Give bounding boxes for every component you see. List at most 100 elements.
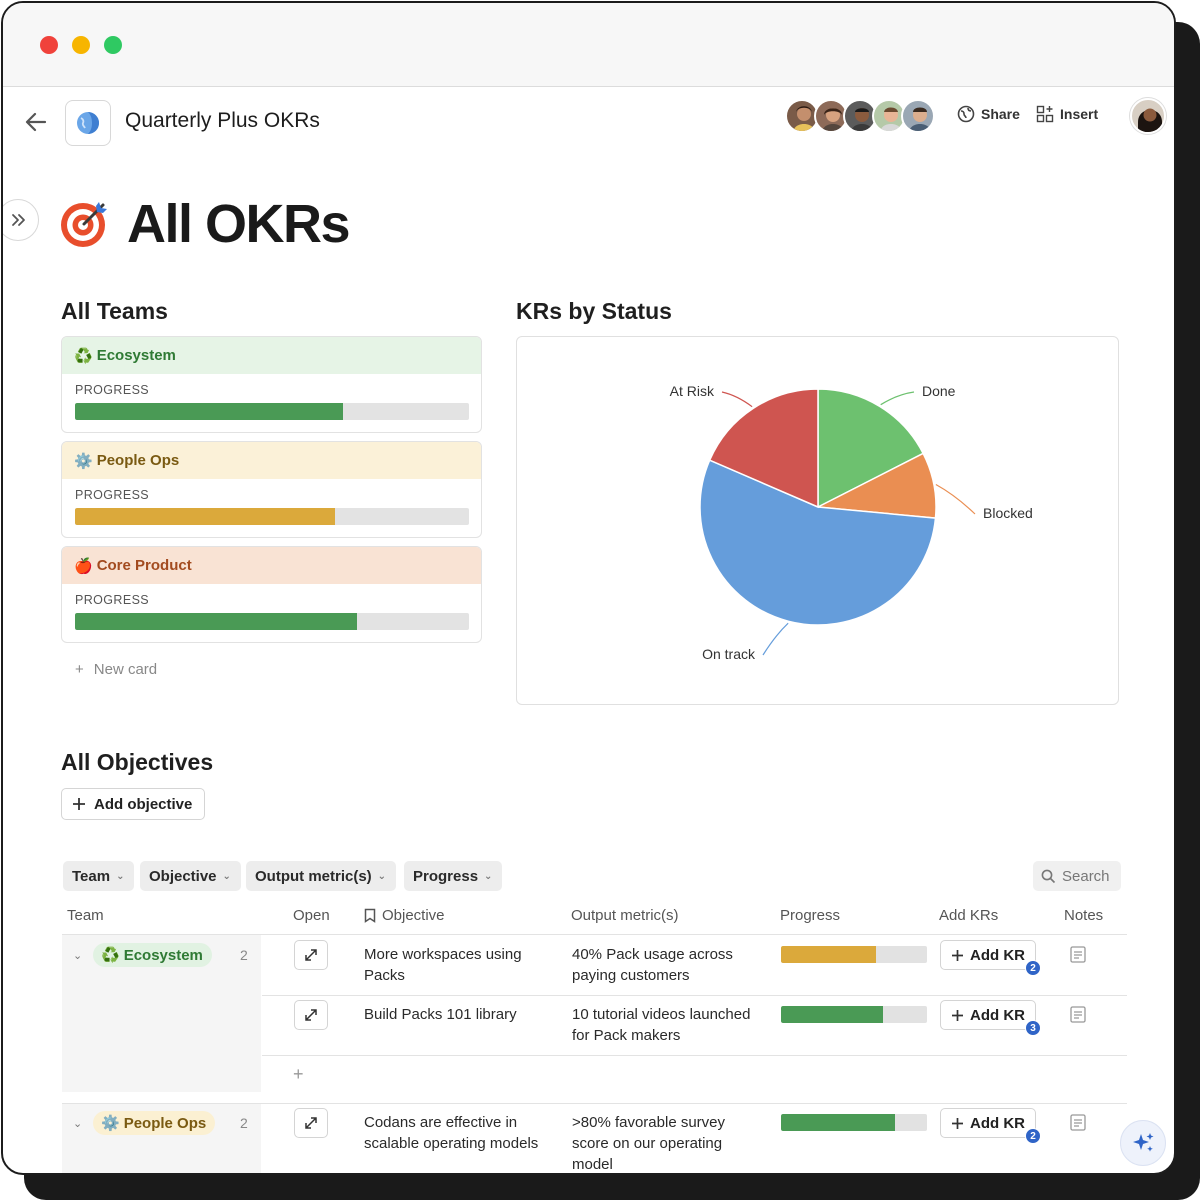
pie-slice-on-track[interactable]: [699, 459, 937, 626]
team-card-core-product[interactable]: 🍎 Core Product PROGRESS: [61, 546, 482, 643]
column-header-team[interactable]: Team: [67, 907, 104, 924]
column-header-progress[interactable]: Progress: [780, 907, 841, 924]
notes-icon[interactable]: [1070, 1006, 1086, 1023]
apple-icon: 🍎: [74, 557, 93, 575]
group-count: 2: [240, 947, 248, 963]
back-arrow-icon[interactable]: [23, 109, 49, 135]
search-button[interactable]: Search: [1033, 861, 1121, 891]
notes-icon[interactable]: [1070, 1114, 1086, 1131]
open-row-button[interactable]: [294, 1000, 328, 1030]
notes-icon[interactable]: [1070, 946, 1086, 963]
ai-assistant-button[interactable]: [1120, 1120, 1166, 1166]
row-progress-fill: [781, 1114, 895, 1131]
objective-cell[interactable]: More workspaces using Packs: [364, 944, 522, 986]
new-card-button[interactable]: + New card: [75, 661, 157, 678]
globe-share-icon: [957, 105, 975, 123]
card-title: People Ops: [96, 452, 180, 469]
add-kr-label: Add KR: [970, 1006, 1025, 1024]
progress-bar: [75, 403, 469, 420]
add-kr-button[interactable]: Add KR 3: [940, 1000, 1041, 1036]
filter-team[interactable]: Team ⌄: [63, 861, 135, 891]
pie-label: On track: [702, 646, 756, 662]
team-card-ecosystem[interactable]: ♻️ Ecosystem PROGRESS: [61, 336, 482, 433]
column-header-objective[interactable]: Objective: [364, 907, 445, 924]
metric-line: 10 tutorial videos launched: [572, 1006, 751, 1023]
metric-cell[interactable]: 10 tutorial videos launched for Pack mak…: [572, 1004, 750, 1046]
globe-icon: [77, 112, 99, 134]
column-header-notes[interactable]: Notes: [1064, 907, 1104, 924]
pie-leader-line: [762, 622, 789, 656]
row-divider: [262, 1055, 1127, 1056]
share-button[interactable]: Share: [957, 105, 1020, 123]
progress-bar: [75, 613, 469, 630]
plus-icon: [952, 949, 963, 961]
metric-line: paying customers: [572, 967, 690, 984]
kr-count-badge: 2: [1025, 960, 1041, 976]
insert-grid-icon: [1036, 105, 1054, 123]
filter-label: Output metric(s): [255, 867, 372, 885]
user-avatar[interactable]: [1130, 98, 1166, 134]
team-pill-ecosystem[interactable]: ♻️ Ecosystem: [93, 943, 212, 967]
doc-icon[interactable]: [65, 100, 111, 146]
pie-leader-line: [935, 483, 976, 515]
add-kr-button[interactable]: Add KR 2: [940, 940, 1041, 976]
expand-icon: [305, 1009, 317, 1021]
avatar[interactable]: [901, 99, 935, 133]
objective-line: Packs: [364, 967, 405, 984]
pie-leader-line: [880, 391, 915, 406]
objective-cell[interactable]: Build Packs 101 library: [364, 1004, 517, 1025]
add-row-button[interactable]: +: [293, 1064, 304, 1084]
doc-title: Quarterly Plus OKRs: [125, 109, 320, 132]
recycle-icon: ♻️: [101, 947, 120, 964]
objective-line: More workspaces using: [364, 946, 522, 963]
metric-cell[interactable]: >80% favorable survey score on our opera…: [572, 1112, 726, 1173]
progress-label: PROGRESS: [75, 383, 150, 397]
progress-bar-fill: [75, 613, 357, 630]
pie-chart-svg: Done Blocked On track At Risk: [670, 383, 1033, 662]
insert-button[interactable]: Insert: [1036, 105, 1098, 123]
column-header-label: Objective: [382, 907, 445, 924]
filter-output-metric[interactable]: Output metric(s) ⌄: [246, 861, 397, 891]
filter-objective[interactable]: Objective ⌄: [140, 861, 241, 891]
page-heading: All OKRs: [59, 193, 351, 255]
team-pill-label: Ecosystem: [123, 946, 203, 964]
add-kr-button[interactable]: Add KR 2: [940, 1108, 1041, 1144]
plus-icon: [952, 1117, 963, 1129]
search-label: Search: [1062, 867, 1110, 885]
column-header-add-krs[interactable]: Add KRs: [939, 907, 999, 924]
objective-line: scalable operating models: [364, 1135, 539, 1152]
team-pill-people-ops[interactable]: ⚙️ People Ops: [93, 1111, 216, 1135]
open-row-button[interactable]: [294, 940, 328, 970]
metric-cell[interactable]: 40% Pack usage across paying customers: [572, 944, 733, 986]
plus-icon: [952, 1009, 963, 1021]
filter-progress[interactable]: Progress ⌄: [404, 861, 503, 891]
title-bar: [3, 3, 1174, 87]
team-card-people-ops[interactable]: ⚙️ People Ops PROGRESS: [61, 441, 482, 538]
sidebar-expand-button[interactable]: [3, 199, 39, 241]
progress-bar-fill: [75, 403, 343, 420]
add-objective-button[interactable]: Add objective: [61, 788, 206, 820]
objective-cell[interactable]: Codans are effective in scalable operati…: [364, 1112, 538, 1154]
card-title: Ecosystem: [96, 347, 176, 364]
column-header-output-metric[interactable]: Output metric(s): [571, 907, 679, 924]
avatar[interactable]: [785, 99, 819, 133]
collapse-chevron-icon[interactable]: ⌄: [73, 1118, 83, 1130]
zoom-window-button[interactable]: [104, 36, 122, 54]
avatar[interactable]: [872, 99, 906, 133]
recycle-icon: ♻️: [74, 347, 93, 365]
card-header: 🍎 Core Product: [62, 547, 481, 584]
minimize-window-button[interactable]: [72, 36, 90, 54]
pie-slice-at-risk[interactable]: [708, 388, 819, 509]
open-row-button[interactable]: [294, 1108, 328, 1138]
metric-line: >80% favorable survey: [572, 1114, 726, 1131]
group-divider: [62, 1103, 1127, 1104]
chart-heading: KRs by Status: [516, 298, 672, 324]
column-header-open[interactable]: Open: [293, 907, 330, 924]
objective-line: Build Packs 101 library: [364, 1006, 517, 1023]
teams-heading: All Teams: [61, 298, 168, 324]
sparkle-icon: [1133, 1133, 1154, 1152]
close-window-button[interactable]: [40, 36, 58, 54]
row-progress-fill: [781, 1006, 884, 1023]
pie-slice-done[interactable]: [817, 388, 925, 509]
collapse-chevron-icon[interactable]: ⌄: [73, 950, 83, 962]
